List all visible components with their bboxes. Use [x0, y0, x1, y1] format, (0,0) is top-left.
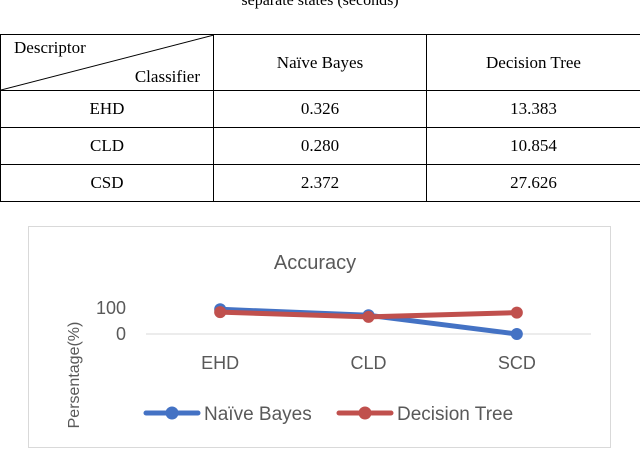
legend-label-0: Naïve Bayes	[204, 404, 312, 425]
data-point	[510, 328, 523, 340]
diagonal-header-cell: Descriptor Classifier	[0, 34, 214, 91]
column-header-naive-bayes: Naïve Bayes	[213, 34, 427, 91]
table-row: CSD 2.372 27.626	[0, 164, 640, 202]
chart-canvas: Accuracy Persentage(%) 100 0 EHD CLD SCD N…	[66, 252, 591, 429]
row-label: EHD	[0, 90, 214, 128]
table-cell: 27.626	[426, 164, 640, 202]
row-label: CLD	[0, 127, 214, 165]
classifier-label: Classifier	[134, 67, 200, 86]
legend-marker-1	[358, 406, 372, 420]
legend-marker-0	[165, 406, 179, 420]
accuracy-chart: Accuracy Persentage(%) 100 0 EHD CLD SCD N…	[28, 226, 611, 448]
table-header-row: Descriptor Classifier Naïve Bayes Decisi…	[0, 34, 640, 91]
timing-table: Descriptor Classifier Naïve Bayes Decisi…	[0, 34, 640, 202]
x-tick-label: SCD	[498, 353, 536, 373]
table-row: EHD 0.326 13.383	[0, 90, 640, 128]
legend-label-1: Decision Tree	[397, 404, 513, 425]
table-cell: 0.280	[213, 127, 427, 165]
data-point	[214, 306, 227, 319]
column-header-decision-tree: Decision Tree	[426, 34, 640, 91]
table-cell: 0.326	[213, 90, 427, 128]
table-cell: 10.854	[426, 127, 640, 165]
y-tick-label: 100	[96, 298, 126, 318]
chart-title: Accuracy	[274, 252, 356, 274]
x-tick-label: EHD	[201, 353, 239, 373]
table-cell: 13.383	[426, 90, 640, 128]
y-axis-label: Persentage(%)	[66, 322, 83, 429]
x-tick-label: CLD	[350, 353, 386, 373]
table-row: CLD 0.280 10.854	[0, 127, 640, 165]
y-tick-label: 0	[116, 324, 126, 344]
row-label: CSD	[0, 164, 214, 202]
diagonal-line	[1, 35, 214, 90]
table-caption: separate states (seconds)	[241, 0, 399, 9]
data-point	[510, 306, 523, 319]
table-cell: 2.372	[213, 164, 427, 202]
data-point	[362, 310, 375, 323]
descriptor-label: Descriptor	[14, 38, 86, 57]
